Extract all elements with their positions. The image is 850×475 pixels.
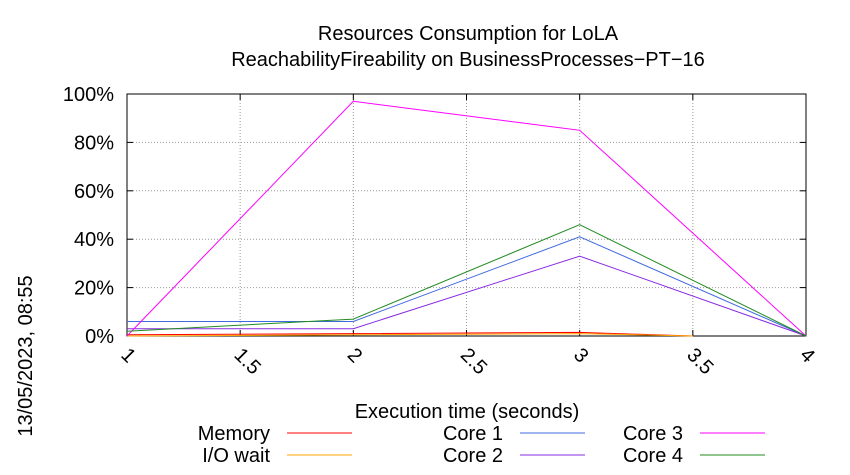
- chart-title: Resources Consumption for LoLA: [318, 23, 619, 45]
- y-tick-label: 20%: [74, 278, 114, 300]
- series-line-memory: [126, 331, 693, 337]
- legend-label-core-3: Core 3: [623, 423, 683, 445]
- series-line-core-2: [127, 255, 807, 337]
- series-line-core-3: [126, 100, 807, 337]
- x-tick-label: 3.5: [682, 344, 717, 379]
- y-tick-label: 40%: [74, 229, 114, 251]
- x-tick-label: 2: [343, 344, 366, 367]
- y-tick-label: 60%: [74, 181, 114, 203]
- chart-subtitle: ReachabilityFireability on BusinessProce…: [231, 49, 705, 71]
- legend-label-core-4: Core 4: [623, 445, 683, 467]
- y-axis: 0% 20% 40% 60% 80% 100%: [63, 84, 806, 348]
- legend-label-i-o-wait: I/O wait: [202, 445, 270, 467]
- legend-label-memory: Memory: [198, 423, 270, 445]
- y-tick-label: 80%: [74, 132, 114, 154]
- y-tick-label: 100%: [63, 84, 114, 106]
- x-tick-label: 3: [569, 344, 592, 367]
- series-line-i-o-wait: [126, 333, 693, 337]
- y-tick-label: 0%: [85, 326, 114, 348]
- x-tick-label: 4: [795, 344, 818, 367]
- legend-label-core-2: Core 2: [443, 445, 503, 467]
- x-tick-label: 1.5: [230, 344, 265, 379]
- x-tick-label: 2.5: [456, 344, 491, 379]
- x-tick-label: 1: [116, 344, 139, 367]
- series-lines: [126, 100, 807, 337]
- series-line-core-4: [126, 224, 807, 337]
- timestamp-label: 13/05/2023, 08:55: [15, 275, 37, 436]
- x-axis-label: Execution time (seconds): [355, 401, 580, 423]
- legend-label-core-1: Core 1: [443, 423, 503, 445]
- series-line-core-1: [127, 236, 807, 337]
